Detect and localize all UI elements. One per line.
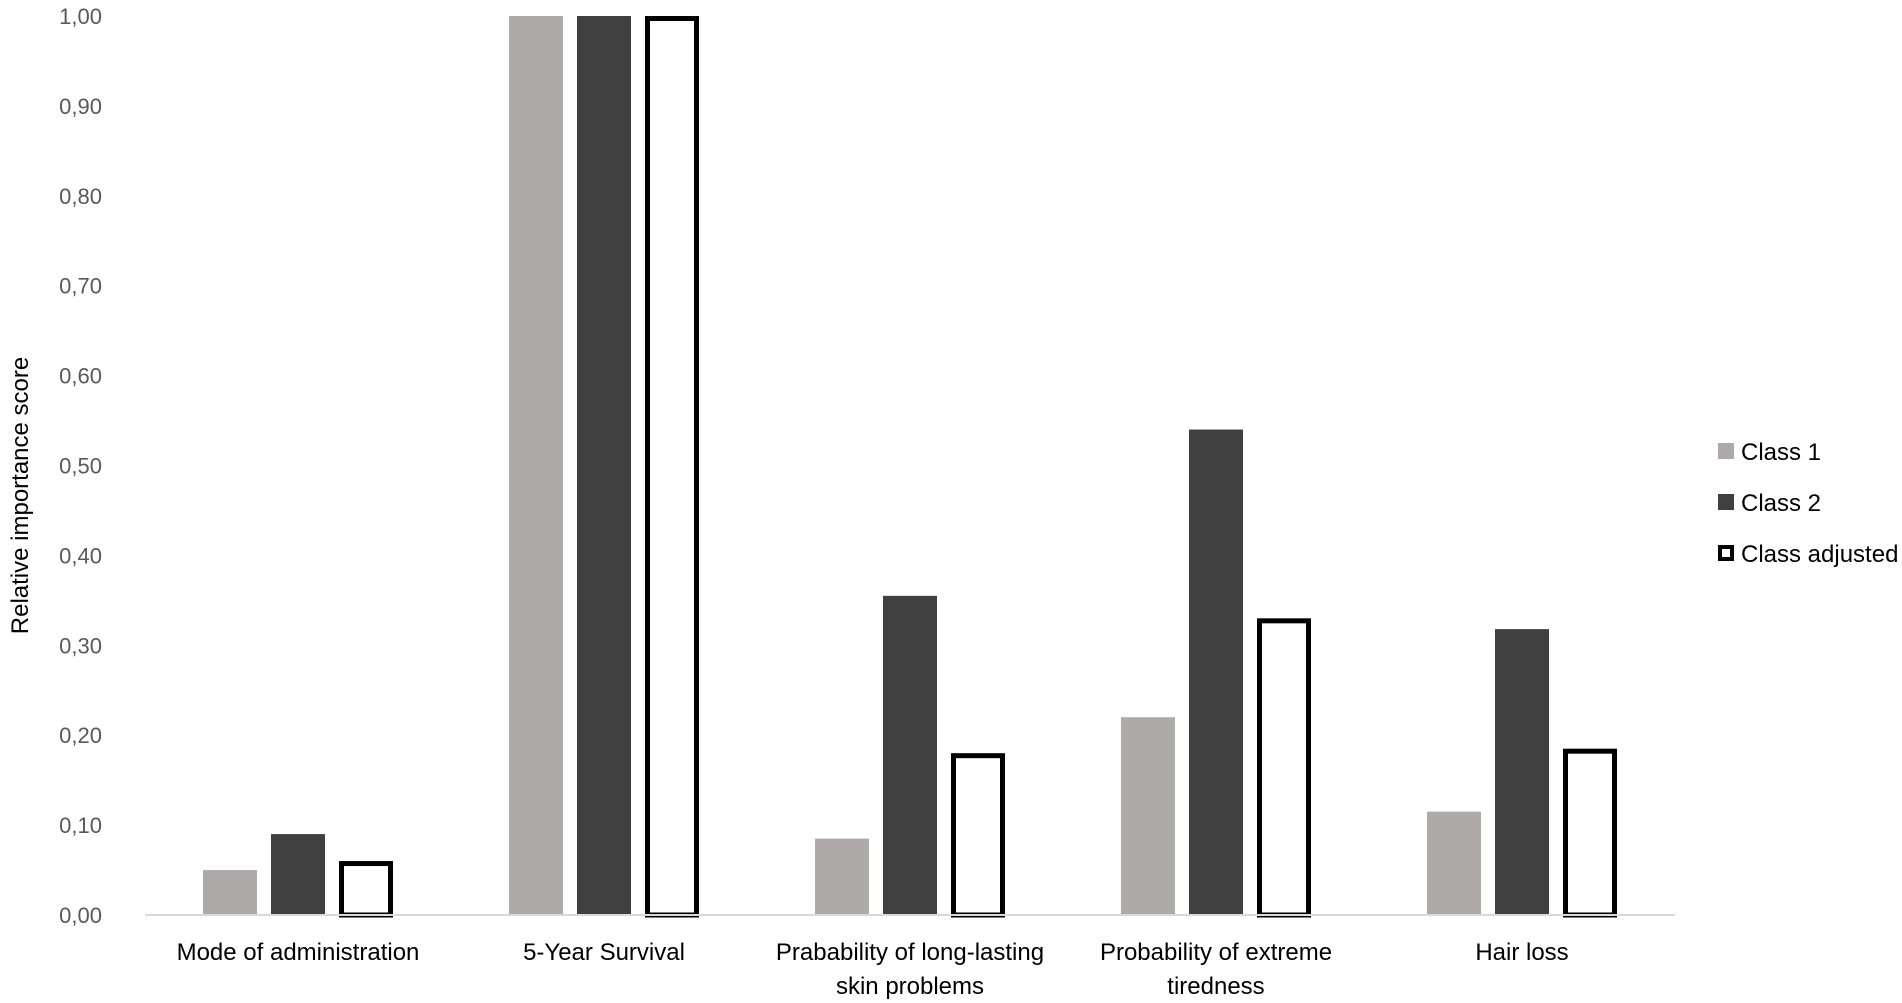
y-tick-label: 0,20 [59, 723, 102, 748]
y-tick-label: 0,50 [59, 454, 102, 479]
y-tick-label: 0,40 [59, 543, 102, 568]
bar [883, 595, 937, 916]
bar [203, 870, 257, 916]
bar [951, 753, 1005, 918]
x-axis-category-labels: Mode of administration 5-Year Survival Pra… [177, 939, 1569, 1000]
y-axis-ticks: 0,00 0,10 0,20 0,30 0,40 0,50 0,60 0,70 0,80 0,90… [59, 4, 102, 928]
legend-label: Class 1 [1741, 439, 1821, 466]
x-category-label: Probability of extreme tiredness [1100, 939, 1332, 1000]
bar [1257, 618, 1311, 918]
y-tick-label: 0,10 [59, 813, 102, 838]
bar [509, 16, 563, 916]
y-tick-label: 0,30 [59, 633, 102, 658]
bars [203, 16, 1617, 918]
bar [339, 861, 393, 918]
y-tick-label: 1,00 [59, 4, 102, 29]
bar [645, 16, 699, 918]
y-tick-label: 0,60 [59, 364, 102, 389]
legend-swatch [1718, 494, 1734, 510]
legend: Class 1 Class 2 Class adjusted [1718, 439, 1898, 568]
y-tick-label: 0,70 [59, 274, 102, 299]
x-category-label: Mode of administration [177, 939, 420, 966]
legend-swatch [1718, 443, 1734, 459]
bar [271, 834, 325, 917]
bar [1427, 811, 1481, 916]
y-tick-label: 0,80 [59, 184, 102, 209]
legend-label: Class 2 [1741, 490, 1821, 517]
bar [1189, 429, 1243, 916]
y-axis-title: Relative importance score [7, 357, 34, 634]
legend-label: Class adjusted [1741, 541, 1898, 568]
bar [577, 16, 631, 916]
legend-swatch [1718, 545, 1734, 561]
bar [1563, 748, 1617, 918]
x-category-label: 5-Year Survival [523, 939, 685, 966]
bar [1495, 629, 1549, 916]
bar [815, 838, 869, 917]
y-tick-label: 0,00 [59, 903, 102, 928]
bar [1121, 717, 1175, 916]
y-tick-label: 0,90 [59, 94, 102, 119]
x-category-label: Prabability of long-lasting skin problems [776, 939, 1044, 1000]
x-category-label: Hair loss [1475, 939, 1568, 966]
